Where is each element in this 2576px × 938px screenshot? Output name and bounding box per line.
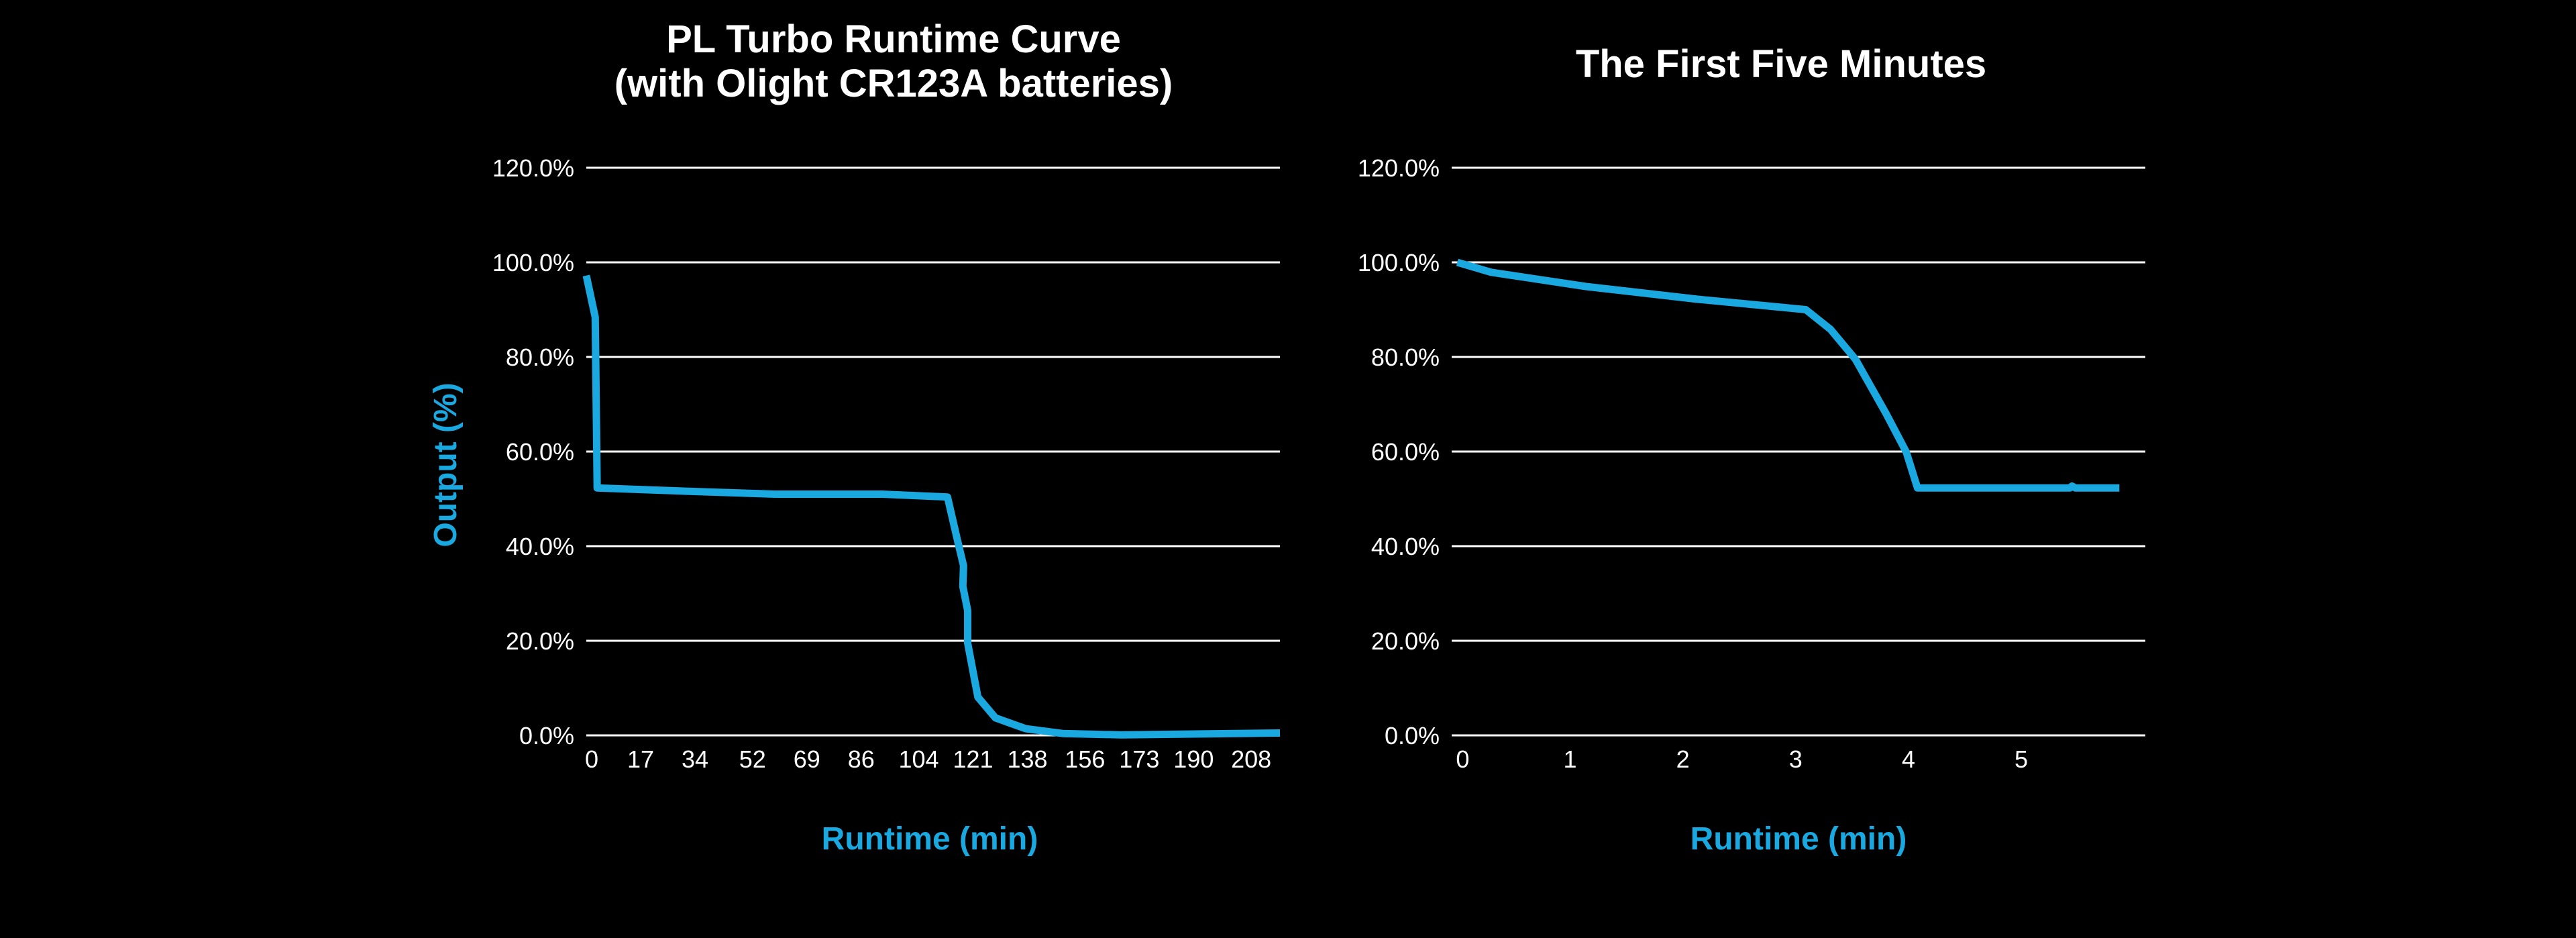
chart-2: The First Five Minutes 0.0% 20.0% 40.0% 60.0… [1358,42,2145,857]
y-tick-label: 100.0% [492,249,574,276]
x-tick-label: 1 [1564,745,1577,773]
x-tick-label: 34 [682,745,708,773]
y-tick-label: 40.0% [506,533,574,560]
x-tick-label: 104 [899,745,939,773]
x-axis-label: Runtime (min) [1690,821,1907,857]
y-tick-label: 100.0% [1358,249,1440,276]
y-tick-label: 80.0% [506,344,574,371]
y-tick-label: 120.0% [492,154,574,182]
y-tick-label: 0.0% [519,722,574,749]
y-tick-label: 40.0% [1371,533,1440,560]
chart-title: The First Five Minutes [1576,42,1986,86]
y-tick-label: 60.0% [1371,438,1440,466]
y-axis-label: Output (%) [428,382,464,547]
x-tick-label: 173 [1119,745,1159,773]
x-tick-label: 0 [1456,745,1469,773]
x-tick-label: 17 [627,745,654,773]
chart-1: PL Turbo Runtime Curve(with Olight CR123… [428,17,1281,857]
chart-title: PL Turbo Runtime Curve [666,17,1121,61]
y-tick-label: 80.0% [1371,344,1440,371]
x-tick-label: 5 [2015,745,2028,773]
y-tick-label: 20.0% [506,627,574,655]
x-tick-label: 2 [1676,745,1690,773]
y-tick-label: 120.0% [1358,154,1440,182]
x-tick-label: 4 [1902,745,1915,773]
series-line-output [582,274,1281,739]
x-tick-label: 121 [953,745,994,773]
x-tick-label: 208 [1231,745,1271,773]
x-axis-label: Runtime (min) [822,821,1038,857]
chart-title: (with Olight CR123A batteries) [614,62,1173,105]
series-line-output [1456,258,2120,492]
x-tick-label: 156 [1065,745,1105,773]
y-tick-label: 60.0% [506,438,574,466]
x-tick-label: 69 [794,745,820,773]
x-tick-label: 86 [848,745,875,773]
y-tick-label: 20.0% [1371,627,1440,655]
x-tick-label: 0 [585,745,598,773]
x-tick-label: 3 [1789,745,1803,773]
x-tick-label: 52 [739,745,766,773]
x-tick-label: 138 [1008,745,1048,773]
x-tick-label: 190 [1173,745,1214,773]
y-tick-label: 0.0% [1385,722,1440,749]
